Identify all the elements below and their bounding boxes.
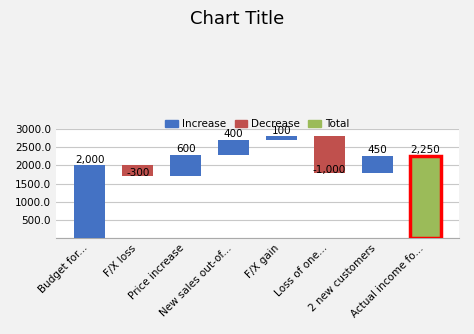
Text: 600: 600 <box>176 144 195 154</box>
Bar <box>362 156 393 173</box>
Text: 2,250: 2,250 <box>410 145 440 155</box>
Legend: Increase, Decrease, Total: Increase, Decrease, Total <box>161 115 354 133</box>
Bar <box>410 156 441 238</box>
Text: -1,000: -1,000 <box>313 165 346 175</box>
Bar <box>122 165 153 176</box>
Text: 400: 400 <box>224 129 243 139</box>
Bar <box>266 136 297 140</box>
Text: 450: 450 <box>367 145 387 155</box>
Text: 100: 100 <box>272 126 291 136</box>
Text: 2,000: 2,000 <box>75 155 105 165</box>
Text: -300: -300 <box>126 168 149 178</box>
Bar <box>218 140 249 155</box>
Text: Chart Title: Chart Title <box>190 10 284 28</box>
Bar <box>314 136 345 173</box>
Bar <box>170 155 201 176</box>
Bar <box>74 165 105 238</box>
Bar <box>410 156 441 238</box>
